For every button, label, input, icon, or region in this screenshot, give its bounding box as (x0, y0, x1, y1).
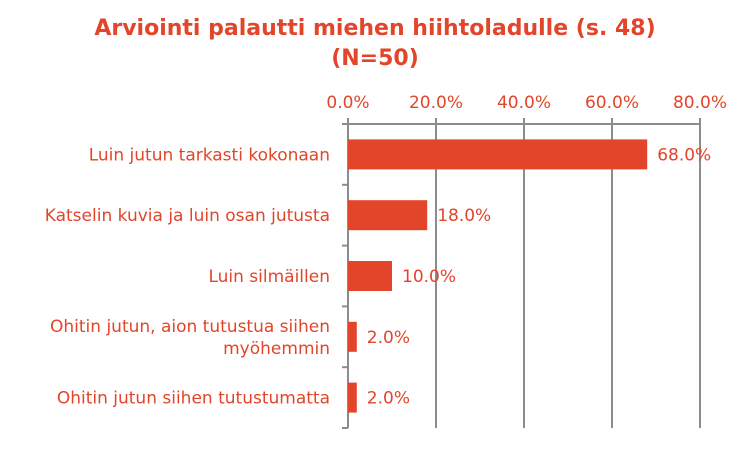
chart-title: Arviointi palautti miehen hiihtoladulle … (94, 16, 656, 41)
data-label: 68.0% (657, 145, 711, 165)
chart-subtitle: (N=50) (331, 46, 419, 71)
x-tick-label: 0.0% (326, 93, 369, 113)
x-tick-label: 60.0% (585, 93, 639, 113)
x-tick-label: 20.0% (409, 93, 463, 113)
data-label: 2.0% (367, 328, 410, 348)
category-label: Katselin kuvia ja luin osan jutusta (45, 206, 330, 226)
bar (348, 139, 648, 170)
bar (348, 200, 428, 231)
bar (348, 261, 392, 291)
data-label: 2.0% (367, 389, 410, 409)
category-label: Luin jutun tarkasti kokonaan (89, 145, 330, 165)
category-label: Luin silmäillen (208, 267, 330, 287)
x-tick-label: 40.0% (497, 93, 551, 113)
bar (348, 321, 357, 352)
bar (348, 382, 357, 413)
category-label: Ohitin jutun, aion tutustua siihen (50, 317, 330, 337)
category-label: myöhemmin (223, 339, 330, 359)
x-tick-label: 80.0% (673, 93, 727, 113)
category-label: Ohitin jutun siihen tutustumatta (57, 389, 330, 409)
data-label: 10.0% (402, 267, 456, 287)
data-label: 18.0% (437, 206, 491, 226)
